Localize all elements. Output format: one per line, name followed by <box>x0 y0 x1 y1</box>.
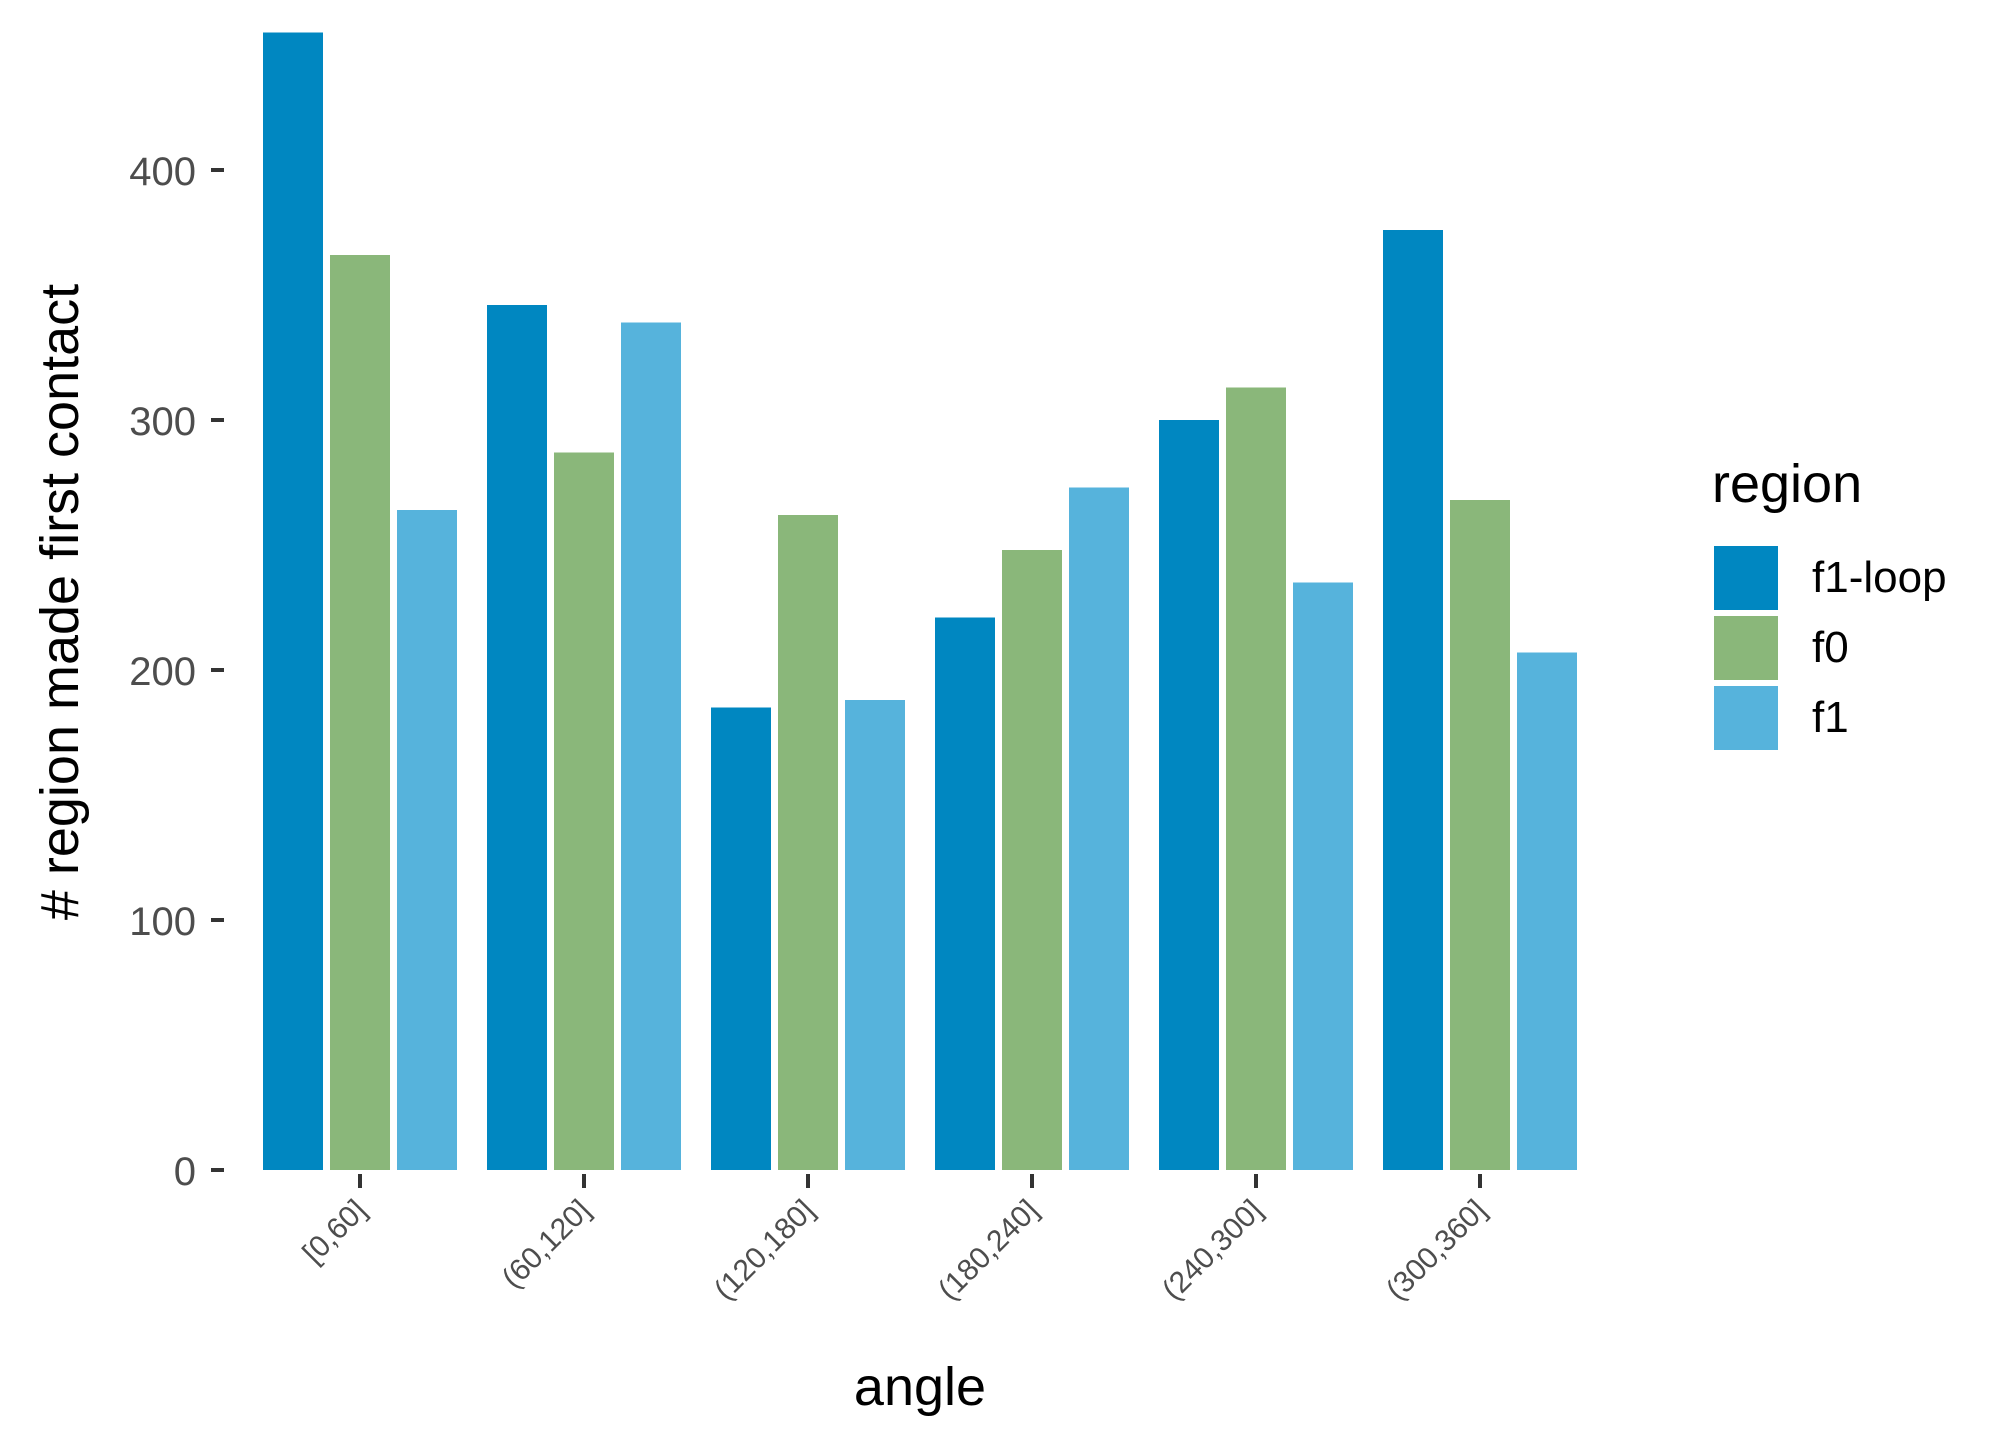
bar-f0-0 <box>330 255 390 1170</box>
legend-title: region <box>1712 454 1862 514</box>
bar-f1-2 <box>845 700 905 1170</box>
bar-f1-5 <box>1517 652 1577 1170</box>
bar-f0-4 <box>1226 387 1286 1170</box>
x-axis-title: angle <box>854 1357 986 1417</box>
y-axis: 0 100 200 300 400 <box>129 150 224 1194</box>
x-tick-label: (120,180] <box>708 1194 821 1307</box>
bar-f0-5 <box>1450 500 1510 1170</box>
bar-f1-loop-0 <box>263 32 323 1170</box>
legend-key-f1 <box>1714 686 1778 750</box>
bar-f1-1 <box>621 322 681 1170</box>
legend-key-f0 <box>1714 616 1778 680</box>
legend-label-f0: f0 <box>1812 623 1849 672</box>
bar-f1-loop-1 <box>487 305 547 1170</box>
legend-key-f1-loop <box>1714 546 1778 610</box>
x-tick-label: (180,240] <box>932 1194 1045 1307</box>
x-axis: [0,60] (60,120] (120,180] (180,240] (240,300… <box>297 1174 1493 1307</box>
bars-layer <box>263 32 1577 1170</box>
bar-f1-loop-2 <box>711 707 771 1170</box>
bar-f1-3 <box>1069 487 1129 1170</box>
legend-label-f1: f1 <box>1812 693 1849 742</box>
x-tick-label: (300,360] <box>1380 1194 1493 1307</box>
y-axis-title: # region made first contact <box>30 284 90 920</box>
y-tick-label: 200 <box>129 650 196 694</box>
y-tick-label: 300 <box>129 400 196 444</box>
bar-f1-loop-5 <box>1383 230 1443 1170</box>
y-tick-label: 400 <box>129 150 196 194</box>
bar-f1-loop-4 <box>1159 420 1219 1170</box>
legend: region f1-loop f0 f1 <box>1712 454 1947 750</box>
bar-f1-0 <box>397 510 457 1170</box>
x-tick-label: (240,300] <box>1156 1194 1269 1307</box>
legend-label-f1-loop: f1-loop <box>1812 553 1947 602</box>
y-tick-label: 100 <box>129 900 196 944</box>
bar-f0-3 <box>1002 550 1062 1170</box>
x-tick-label: [0,60] <box>297 1194 373 1270</box>
y-tick-label: 0 <box>174 1150 196 1194</box>
bar-f0-2 <box>778 515 838 1170</box>
bar-f1-4 <box>1293 582 1353 1170</box>
bar-f0-1 <box>554 452 614 1170</box>
bar-f1-loop-3 <box>935 617 995 1170</box>
x-tick-label: (60,120] <box>496 1194 597 1295</box>
